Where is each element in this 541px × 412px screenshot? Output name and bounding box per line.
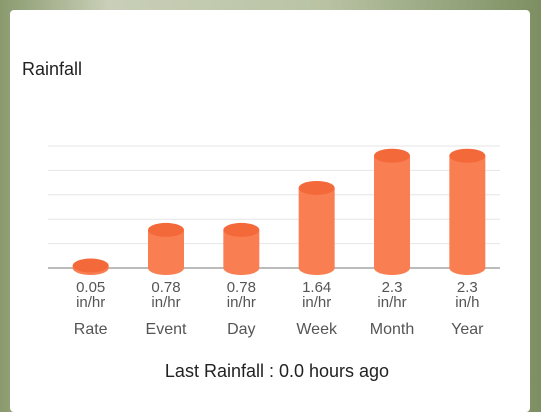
bar-top [73,259,109,273]
bar-top [223,223,259,237]
chart: Rainfall Last Rainfall : 0.0 hours ago 0… [0,0,541,412]
bar [449,149,485,275]
footer: Last Rainfall : 0.0 hours ago [165,361,389,381]
bar-body [449,156,485,275]
unit-label: in/h [455,294,479,311]
x-tick-label: Event [146,321,187,338]
unit-label: in/hr [377,294,406,311]
bar-body [299,188,335,275]
bar [374,149,410,275]
bar [148,223,184,275]
bar-top [374,149,410,163]
x-tick-label: Week [296,321,338,338]
x-tick-label: Year [451,321,484,338]
unit-label: in/hr [227,294,256,311]
widget-title: Rainfall [22,59,82,79]
x-tick-label: Rate [74,321,108,338]
bar-top [299,181,335,195]
unit-label: in/hr [302,294,331,311]
bar-top [148,223,184,237]
bar [299,181,335,275]
bar-body [374,156,410,275]
bar-top [449,149,485,163]
unit-label: in/hr [151,294,180,311]
x-tick-label: Month [370,321,414,338]
x-tick-label: Day [227,321,255,338]
bar [223,223,259,275]
bar [73,259,109,275]
unit-label: in/hr [76,294,105,311]
page: Rainfall Last Rainfall : 0.0 hours ago 0… [0,0,541,412]
